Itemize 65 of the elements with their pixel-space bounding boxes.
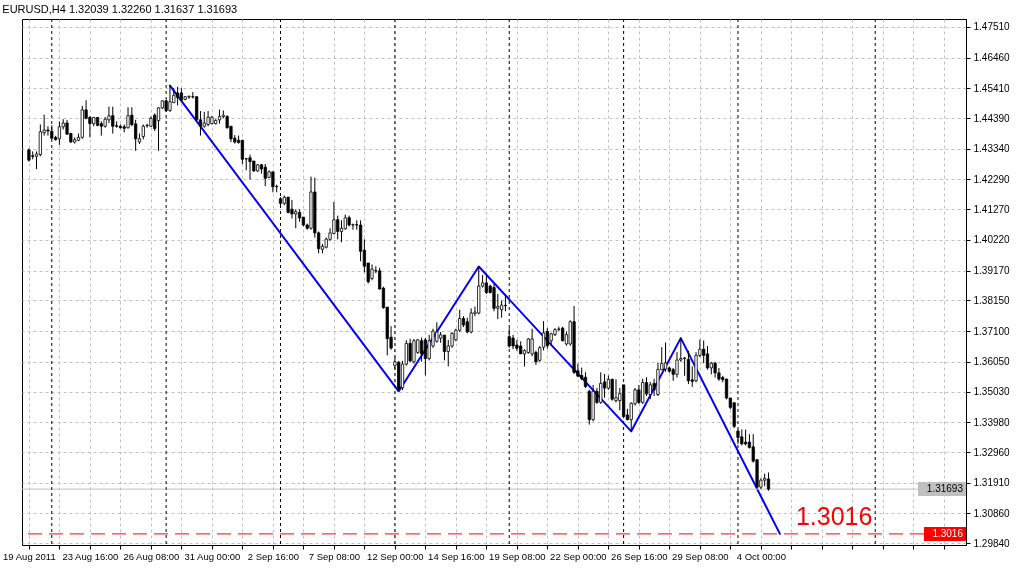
candlestick [599, 371, 603, 405]
y-tick-label: 1.36050 [973, 356, 1011, 368]
candlestick [263, 163, 267, 187]
candlestick [107, 106, 111, 124]
x-tick-label: 7 Sep 08:00 [308, 550, 361, 562]
ref-line-label: 1.31693 [926, 483, 964, 495]
y-tick-label: 1.35030 [973, 386, 1011, 398]
y-tick-label: 1.32960 [973, 446, 1011, 458]
x-tick-label: 4 Oct 00:00 [736, 550, 786, 562]
annotation: 1.3016 [795, 501, 873, 530]
y-tick-label: 1.29840 [973, 537, 1011, 549]
ref-line-label: 1.3016 [932, 527, 964, 539]
y-tick-label: 1.42290 [973, 173, 1011, 185]
candlestick [442, 334, 447, 361]
candlestick [271, 171, 275, 193]
x-tick-label: 2 Sep 16:00 [247, 550, 300, 562]
candlestick [294, 208, 298, 229]
x-tick-label: 14 Sep 16:00 [428, 550, 485, 562]
x-tick-label: 23 Aug 16:00 [62, 550, 119, 562]
candlestick [503, 293, 508, 312]
candlestick [435, 321, 439, 344]
candlestick [423, 337, 427, 377]
y-tick-label: 1.33980 [973, 416, 1011, 428]
x-tick-label: 19 Aug 2011 [3, 550, 56, 562]
candlestick [686, 350, 691, 385]
candlestick [111, 106, 115, 135]
candlestick [187, 94, 191, 100]
x-tick-label: 29 Sep 08:00 [672, 550, 729, 562]
y-tick-label: 1.39170 [973, 265, 1011, 277]
y-tick-label: 1.37100 [973, 325, 1011, 337]
chart-title: EURUSD,H4 1.32039 1.32260 1.31637 1.31693 [2, 2, 238, 15]
candlestick [614, 378, 618, 403]
candlestick [469, 307, 473, 334]
x-tick-label: 31 Aug 00:00 [184, 550, 241, 562]
x-tick-label: 22 Sep 00:00 [550, 550, 607, 562]
y-tick-label: 1.47510 [973, 21, 1011, 33]
candlestick [339, 219, 344, 243]
y-tick-label: 1.44390 [973, 112, 1011, 124]
candlestick [126, 106, 130, 130]
y-tick-label: 1.41270 [973, 203, 1011, 215]
candlestick [240, 139, 244, 165]
y-tick-label: 1.31910 [973, 477, 1011, 489]
y-tick-label: 1.46460 [973, 52, 1011, 64]
candlestick [641, 378, 645, 405]
y-tick-label: 1.40220 [973, 234, 1011, 246]
y-tick-label: 1.30860 [973, 507, 1011, 519]
x-tick-label: 26 Aug 08:00 [123, 550, 180, 562]
candlestick [206, 110, 210, 127]
candlestick [637, 384, 641, 405]
candlestick [683, 356, 687, 377]
y-tick-label: 1.45410 [973, 82, 1011, 94]
line-series [168, 84, 781, 535]
candlestick [412, 338, 416, 365]
candlestick [46, 125, 50, 137]
y-tick-label: 1.38150 [973, 294, 1011, 306]
candlestick [336, 215, 340, 240]
x-tick-label: 26 Sep 16:00 [611, 550, 668, 562]
candlestick [705, 345, 710, 371]
candlestick [248, 154, 252, 181]
candlestick [515, 339, 519, 352]
x-tick-label: 12 Sep 00:00 [367, 550, 424, 562]
candlestick [168, 85, 172, 113]
candlestick [545, 327, 549, 350]
y-tick-label: 1.43340 [973, 143, 1011, 155]
x-tick-label: 19 Sep 08:00 [489, 550, 546, 562]
